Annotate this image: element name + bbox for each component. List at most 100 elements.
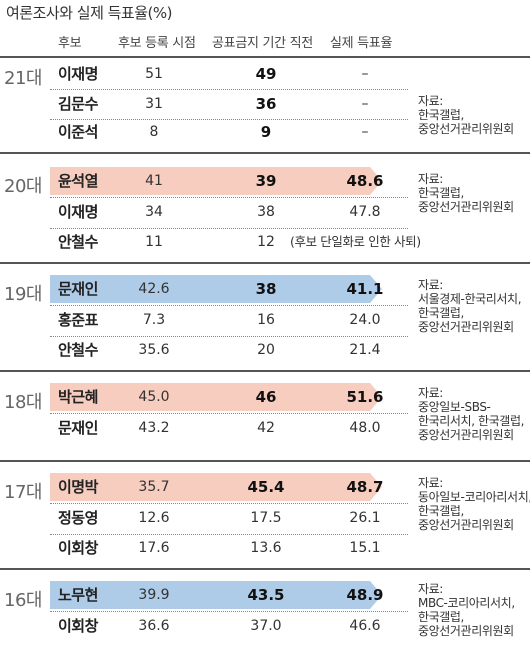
section-rule xyxy=(0,568,530,570)
before-ban-value: 45.4 xyxy=(247,478,285,496)
before-ban-value: 37.0 xyxy=(250,618,282,634)
before-ban-value: 38 xyxy=(257,204,275,220)
header-registration: 후보 등록 시점 xyxy=(118,36,196,51)
era-label: 21대 xyxy=(4,68,42,89)
candidate-name: 안철수 xyxy=(58,233,98,251)
era-label: 19대 xyxy=(4,284,42,305)
table-row: 안철수 35.6 20 21.4 xyxy=(50,336,410,364)
actual-value: 51.6 xyxy=(346,388,384,406)
candidate-name: 노무현 xyxy=(58,586,98,604)
table-row: 문재인 42.6 38 41.1 xyxy=(50,275,410,303)
row-divider xyxy=(50,503,408,504)
registration-value: 31 xyxy=(145,96,163,112)
actual-value: 47.8 xyxy=(349,204,381,220)
candidate-name: 박근혜 xyxy=(58,388,98,406)
table-row: 김문수 31 36 – xyxy=(50,90,410,118)
section-rule xyxy=(0,460,530,462)
row-divider xyxy=(50,413,408,414)
header-rule xyxy=(0,56,530,58)
source-note: 자료: MBC-코리아리서치, 한국갤럽, 중앙선거관리위원회 xyxy=(418,582,515,638)
table-row: 홍준표 7.3 16 24.0 xyxy=(50,306,410,334)
actual-value: 41.1 xyxy=(346,280,384,298)
before-ban-value: 46 xyxy=(255,388,277,406)
registration-value: 35.6 xyxy=(138,342,170,358)
winner-highlight xyxy=(50,473,382,501)
withdrawal-note: (후보 단일화로 인한 사퇴) xyxy=(290,234,421,249)
before-ban-value: 49 xyxy=(255,65,277,83)
registration-value: 45.0 xyxy=(138,389,170,405)
source-note: 자료: 서울경제-한국리서치, 한국갤럽, 중앙선거관리위원회 xyxy=(418,278,522,334)
registration-value: 39.9 xyxy=(138,587,170,603)
era-label: 16대 xyxy=(4,590,42,611)
before-ban-value: 9 xyxy=(260,123,272,141)
actual-value: 46.6 xyxy=(349,618,381,634)
table-row: 정동영 12.6 17.5 26.1 xyxy=(50,504,410,532)
candidate-name: 이회창 xyxy=(58,617,98,635)
registration-value: 17.6 xyxy=(138,540,170,556)
table-row: 이회창 17.6 13.6 15.1 xyxy=(50,534,410,562)
candidate-name: 윤석열 xyxy=(58,172,98,190)
registration-value: 42.6 xyxy=(138,281,170,297)
section-rule xyxy=(0,370,530,372)
winner-highlight xyxy=(50,383,382,411)
header-before-ban: 공표금지 기간 직전 xyxy=(212,36,313,51)
actual-value: – xyxy=(361,124,369,140)
source-note: 자료: 한국갤럽, 중앙선거관리위원회 xyxy=(418,94,514,136)
before-ban-value: 36 xyxy=(255,95,277,113)
actual-value: 24.0 xyxy=(349,312,381,328)
table-row: 이명박 35.7 45.4 48.7 xyxy=(50,473,410,501)
section-rule xyxy=(0,152,530,154)
era-label: 20대 xyxy=(4,176,42,197)
table-row: 안철수 11 12 (후보 단일화로 인한 사퇴) xyxy=(50,228,421,256)
actual-value: 48.6 xyxy=(346,172,384,190)
registration-value: 12.6 xyxy=(138,510,170,526)
candidate-name: 안철수 xyxy=(58,341,98,359)
candidate-name: 김문수 xyxy=(58,95,98,113)
header-candidate: 후보 xyxy=(58,36,82,51)
actual-value: – xyxy=(361,96,369,112)
winner-highlight xyxy=(50,275,382,303)
source-note: 자료: 중앙일보-SBS- 한국리서치, 한국갤럽, 중앙선거관리위원회 xyxy=(418,386,525,442)
row-divider xyxy=(50,305,408,306)
candidate-name: 이재명 xyxy=(58,65,98,83)
row-divider xyxy=(50,89,408,90)
row-divider xyxy=(50,611,408,612)
row-divider xyxy=(50,534,408,535)
before-ban-value: 42 xyxy=(257,420,275,436)
candidate-name: 문재인 xyxy=(58,419,98,437)
row-divider xyxy=(50,119,408,120)
actual-value: 15.1 xyxy=(349,540,381,556)
winner-highlight xyxy=(50,167,382,195)
actual-value: 26.1 xyxy=(349,510,381,526)
source-note: 자료: 동아일보-코리아리서치, 한국갤럽, 중앙선거관리위원회 xyxy=(418,476,530,532)
table-row: 문재인 43.2 42 48.0 xyxy=(50,414,410,442)
row-divider xyxy=(50,228,408,229)
actual-value: – xyxy=(361,66,369,82)
before-ban-value: 43.5 xyxy=(247,586,285,604)
registration-value: 8 xyxy=(149,124,159,140)
before-ban-value: 20 xyxy=(257,342,275,358)
era-label: 17대 xyxy=(4,482,42,503)
candidate-name: 정동영 xyxy=(58,509,98,527)
registration-value: 7.3 xyxy=(142,312,166,328)
table-row: 이회창 36.6 37.0 46.6 xyxy=(50,612,410,640)
winner-highlight xyxy=(50,581,382,609)
registration-value: 43.2 xyxy=(138,420,170,436)
actual-value: 48.0 xyxy=(349,420,381,436)
registration-value: 41 xyxy=(145,173,163,189)
era-label: 18대 xyxy=(4,392,42,413)
candidate-name: 이준석 xyxy=(58,123,98,141)
before-ban-value: 12 xyxy=(257,234,275,250)
page-title: 여론조사와 실제 득표율(%) xyxy=(6,4,173,22)
table-row: 박근혜 45.0 46 51.6 xyxy=(50,383,410,411)
actual-value: 48.7 xyxy=(346,478,384,496)
before-ban-value: 38 xyxy=(255,280,277,298)
candidate-name: 문재인 xyxy=(58,280,98,298)
registration-value: 36.6 xyxy=(138,618,170,634)
table-row: 이재명 34 38 47.8 xyxy=(50,198,410,226)
actual-value: 21.4 xyxy=(349,342,381,358)
table-row: 윤석열 41 39 48.6 xyxy=(50,167,410,195)
candidate-name: 홍준표 xyxy=(58,311,98,329)
row-divider xyxy=(50,197,408,198)
before-ban-value: 16 xyxy=(257,312,275,328)
